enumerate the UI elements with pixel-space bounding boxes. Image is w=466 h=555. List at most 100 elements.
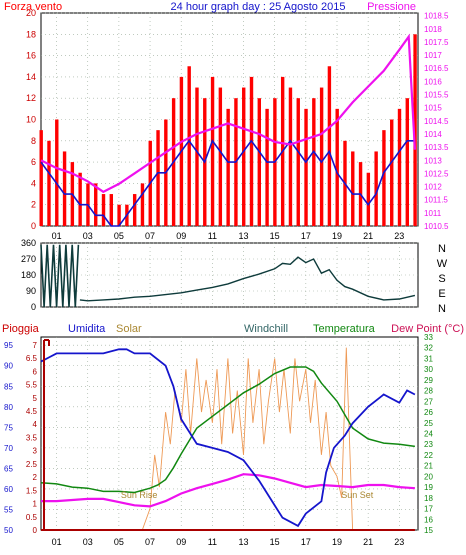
- wind-gust-bar: [156, 130, 160, 226]
- temperature-axis-title: Temperatura: [313, 323, 376, 335]
- pressure-tick-label: 1016.5: [424, 64, 449, 73]
- compass-label: S: [438, 273, 445, 285]
- x-tick-label: 11: [208, 231, 217, 241]
- pressure-tick-label: 1013.5: [424, 143, 449, 152]
- rain-axis-title: Pioggia: [2, 323, 40, 335]
- x-tick-label: 09: [176, 537, 186, 547]
- pressure-tick-label: 1017.5: [424, 38, 449, 47]
- wind-tick-label: 2: [31, 200, 36, 210]
- pressure-tick-label: 1011: [424, 209, 442, 218]
- pressure-tick-label: 1012.5: [424, 169, 449, 178]
- wind-gust-bar: [319, 87, 324, 226]
- temperature-tick-label: 22: [424, 451, 433, 460]
- wind-gust-bar: [374, 151, 378, 226]
- temperature-tick-label: 25: [424, 419, 433, 428]
- wind-gust-bar: [288, 87, 293, 226]
- temperature-tick-label: 24: [424, 430, 433, 439]
- temperature-tick-label: 20: [424, 472, 433, 481]
- chart-title: 24 hour graph day : 25 Agosto 2015: [171, 1, 346, 13]
- wind-gust-bar: [397, 108, 402, 226]
- wind-tick-label: 12: [26, 93, 36, 103]
- wind-gust-bar: [382, 130, 386, 226]
- rain-tick-label: 1: [33, 500, 38, 509]
- humidity-tick-label: 90: [4, 362, 13, 371]
- wind-tick-label: 10: [26, 115, 36, 125]
- wind-gust-bar: [390, 119, 394, 226]
- direction-tick-label: 270: [21, 254, 36, 264]
- dewpoint-line: [41, 473, 415, 508]
- wind-gust-bar: [335, 108, 339, 226]
- x-tick-label: 19: [332, 537, 342, 547]
- wind-gust-bar: [39, 130, 43, 226]
- wind-speed-line: [40, 139, 415, 227]
- x-tick-label: 03: [83, 537, 93, 547]
- direction-tick-label: 180: [21, 270, 36, 280]
- humidity-tick-label: 80: [4, 403, 13, 412]
- pressure-tick-label: 1011.5: [424, 196, 448, 205]
- wind-gust-bar: [405, 98, 409, 226]
- x-tick-label: 05: [114, 231, 124, 241]
- rain-tick-label: 2: [33, 473, 38, 482]
- x-tick-label: 07: [145, 231, 155, 241]
- pressure-tick-label: 1014: [424, 130, 442, 139]
- humidity-line: [40, 348, 416, 528]
- compass-label: W: [437, 258, 448, 270]
- wind-tick-label: 18: [26, 29, 36, 39]
- pressure-tick-label: 1015: [424, 104, 442, 113]
- pressure-tick-label: 1018.5: [424, 12, 449, 21]
- temperature-tick-label: 26: [424, 408, 433, 417]
- wind-gust-bar: [55, 119, 59, 226]
- wind-gust-bar: [94, 183, 98, 226]
- rain-tick-label: 3: [33, 447, 38, 456]
- x-tick-label: 01: [52, 537, 62, 547]
- pressure-axis-title: Pressione: [367, 1, 416, 13]
- compass-label: E: [438, 288, 445, 300]
- pressure-tick-label: 1012: [424, 183, 442, 192]
- direction-tick-label: 0: [31, 302, 36, 312]
- x-tick-label: 01: [52, 231, 62, 241]
- rain-tick-label: 6: [33, 367, 38, 376]
- wind-gust-bar: [210, 76, 215, 227]
- wind-tick-label: 16: [26, 51, 36, 61]
- rain-tick-label: 7: [33, 341, 38, 350]
- temperature-tick-label: 16: [424, 515, 433, 524]
- humidity-tick-label: 65: [4, 464, 13, 473]
- humidity-tick-label: 70: [4, 444, 13, 453]
- temperature-tick-label: 33: [424, 333, 433, 342]
- x-tick-label: 17: [301, 231, 311, 241]
- temperature-humidity-panel: 95 90 85 80 75 70 65 60 55 50 7 6.5 6 5.5 5 4.5 4 3.5 3 2.5…: [4, 333, 433, 547]
- rain-tick-label: 5: [33, 394, 38, 403]
- wind-gust-bar: [304, 108, 308, 226]
- rain-tick-label: 3.5: [26, 433, 38, 442]
- rain-tick-label: 4: [33, 420, 38, 429]
- pressure-tick-label: 1010.5: [424, 222, 449, 231]
- rain-tick-label: 0: [33, 526, 38, 535]
- wind-tick-label: 0: [31, 221, 36, 231]
- wind-axis-title: Forza vento: [4, 1, 62, 13]
- wind-gust-bar: [132, 194, 137, 226]
- humidity-tick-label: 50: [4, 526, 13, 535]
- x-tick-label: 15: [270, 231, 280, 241]
- rain-tick-label: 5.5: [26, 381, 38, 390]
- dewpoint-axis-title: Dew Point (°C): [391, 323, 464, 335]
- wind-gust-bar: [242, 87, 246, 226]
- x-tick-label: 17: [301, 537, 311, 547]
- humidity-tick-label: 85: [4, 382, 13, 391]
- wind-gust-bar: [195, 87, 199, 226]
- wind-tick-label: 4: [31, 178, 36, 188]
- wind-gust-bar: [78, 172, 82, 226]
- compass-label: N: [438, 303, 446, 315]
- wind-gust-bar: [265, 108, 269, 226]
- x-tick-label: 19: [332, 231, 342, 241]
- x-tick-label: 05: [114, 537, 124, 547]
- wind-tick-label: 20: [26, 8, 36, 18]
- wind-gust-bar: [351, 151, 355, 226]
- wind-gust-bar: [187, 66, 191, 226]
- pressure-tick-label: 1016: [424, 77, 442, 86]
- wind-direction-spikes: [40, 244, 80, 308]
- wind-gust-bar: [257, 98, 261, 226]
- wind-gust-bar: [117, 204, 121, 226]
- pressure-tick-label: 1014.5: [424, 117, 449, 126]
